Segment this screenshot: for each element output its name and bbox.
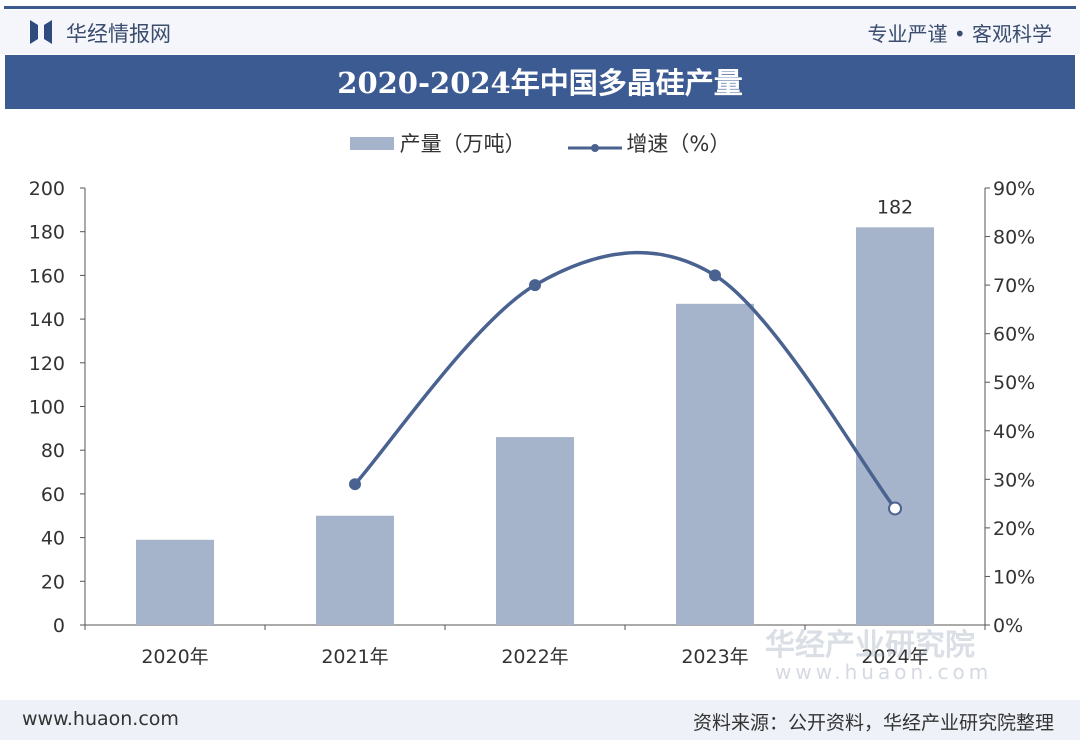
x-tick-label: 2022年 [501,646,568,668]
right-tick-label: 30% [993,469,1035,491]
brand-name: 华经情报网 [66,22,171,46]
top-rule [4,6,1076,9]
right-tick-label: 0% [993,615,1023,637]
growth-point [349,478,361,491]
left-tick-label: 120 [29,353,65,375]
legend-bar-label: 产量（万吨） [399,132,526,156]
x-tick-label: 2020年 [141,646,208,668]
watermark-name: 华经产业研究院 [765,628,975,663]
bar [856,227,934,625]
bar-data-label: 182 [877,196,913,218]
left-tick-label: 160 [29,265,65,287]
slogan: 专业严谨 • 客观科学 [867,22,1052,46]
legend-line-swatch [568,136,623,152]
right-tick-label: 60% [993,324,1035,346]
growth-point [529,279,541,292]
right-tick-label: 40% [993,421,1035,443]
right-tick-label: 50% [993,372,1035,394]
left-tick-label: 0 [53,615,65,637]
left-tick-label: 20 [41,571,65,593]
x-tick-label: 2023年 [681,646,748,668]
growth-point [709,269,721,282]
left-tick-label: 140 [29,309,65,331]
growth-line [353,250,897,510]
right-tick-label: 90% [993,178,1035,200]
logo-icon [30,20,52,44]
left-tick-label: 40 [41,528,65,550]
right-tick-label: 10% [993,566,1035,588]
left-tick-label: 80 [41,440,65,462]
legend: 产量（万吨） 增速（%） [0,128,1080,158]
footer-source: 资料来源：公开资料，华经产业研究院整理 [692,712,1054,734]
x-tick-label: 2024年 [861,646,928,668]
chart-title: 2020-2024年中国多晶硅产量 [5,55,1075,109]
left-tick-label: 180 [29,222,65,244]
bar [136,539,214,625]
left-tick-label: 60 [41,484,65,506]
right-tick-label: 20% [993,518,1035,540]
bar [676,303,754,625]
footer: www.huaon.com 资料来源：公开资料，华经产业研究院整理 [0,700,1080,740]
growth-point [888,501,902,516]
right-tick-label: 80% [993,227,1035,249]
bar [316,515,394,625]
bar [496,437,574,625]
chart-plot: 0 20 40 60 80 100 120 140 160 180 200 0% 10% 20% 30% 40… [29,178,1036,668]
header: 华经情报网 专业严谨 • 客观科学 [0,10,1080,54]
x-tick-label: 2021年 [321,646,388,668]
watermark-url: www.huaon.com [775,660,993,684]
left-tick-label: 100 [29,397,65,419]
left-tick-label: 200 [29,178,65,200]
footer-site: www.huaon.com [22,708,179,730]
legend-line-label: 增速（%） [626,132,731,156]
right-tick-label: 70% [993,275,1035,297]
legend-bar-swatch [349,136,394,150]
